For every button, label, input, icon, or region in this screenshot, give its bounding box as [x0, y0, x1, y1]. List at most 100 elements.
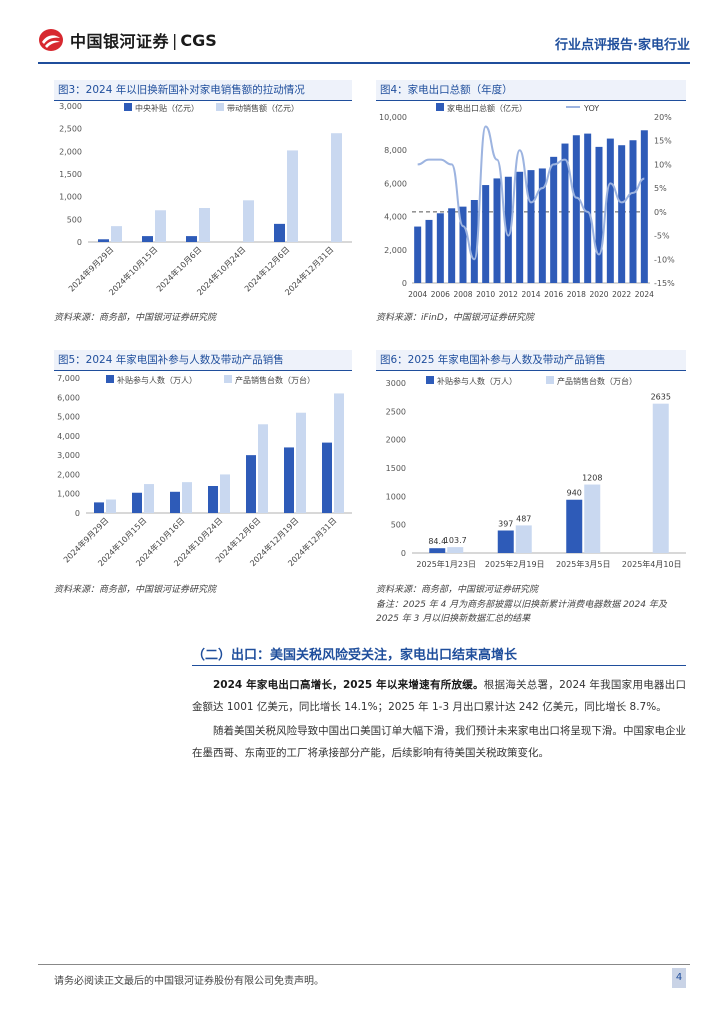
- bar-series2: [652, 403, 669, 553]
- y-tick-label: 4,000: [57, 432, 80, 441]
- y-left-tick-label: 6,000: [384, 179, 407, 188]
- header-divider: [38, 62, 690, 64]
- bar-series2: [243, 200, 254, 242]
- y-right-tick-label: 5%: [654, 184, 667, 193]
- bar-export-total: [436, 213, 444, 283]
- bar-series1: [94, 502, 104, 513]
- x-tick-label: 2006: [431, 290, 450, 299]
- figure-3-title: 图3：2024 年以旧换新国补对家电销售额的拉动情况: [54, 80, 352, 101]
- paragraph-1-lead: 2024 年家电出口高增长，2025 年以来增速有所放缓。: [213, 679, 484, 691]
- legend-swatch-1: [216, 103, 224, 111]
- legend-swatch-0: [426, 376, 434, 384]
- bar-export-total: [516, 171, 524, 283]
- bar-export-total: [459, 206, 467, 283]
- bar-export-total: [640, 130, 648, 283]
- bar-series2: [220, 474, 230, 513]
- y-tick-label: 2000: [386, 436, 406, 445]
- legend-label-1: YOY: [583, 104, 599, 113]
- legend-label-0: 补贴参与人数（万人）: [437, 376, 517, 386]
- footer-divider: [38, 964, 690, 965]
- data-label: 2635: [651, 393, 671, 402]
- bar-series1: [566, 499, 583, 553]
- bar-series2: [287, 150, 298, 242]
- figure-3-source: 资料来源：商务部，中国银河证券研究院: [54, 313, 217, 323]
- bar-series1: [132, 492, 142, 513]
- y-left-tick-label: 8,000: [384, 146, 407, 155]
- section-title: （二）出口：美国关税风险受关注，家电出口结束高增长: [192, 648, 518, 663]
- y-tick-label: 5,000: [57, 413, 80, 422]
- legend-swatch-1: [546, 376, 554, 384]
- y-tick-label: 2500: [386, 407, 406, 416]
- section-heading: （二）出口：美国关税风险受关注，家电出口结束高增长: [192, 644, 686, 666]
- bar-series2: [155, 210, 166, 242]
- bar-export-total: [493, 178, 501, 283]
- y-tick-label: 3,000: [59, 102, 82, 111]
- bar-export-total: [595, 146, 603, 283]
- bar-export-total: [629, 140, 637, 283]
- x-tick-label: 2016: [544, 290, 563, 299]
- data-label: 397: [498, 520, 513, 529]
- y-tick-label: 1500: [386, 464, 406, 473]
- figure-4-source: 资料来源：iFinD，中国银河证券研究院: [376, 313, 534, 323]
- y-tick-label: 3,000: [57, 451, 80, 460]
- bar-series1: [208, 486, 218, 513]
- bar-export-total: [414, 226, 422, 283]
- bar-export-total: [584, 133, 592, 283]
- bar-export-total: [538, 168, 546, 283]
- bar-export-total: [470, 200, 478, 283]
- logo-en-text: CGS: [180, 30, 217, 50]
- figure-6-title: 图6：2025 年家电国补参与人数及带动产品销售: [376, 350, 686, 371]
- bar-series2: [182, 482, 192, 513]
- legend-swatch-1: [224, 375, 232, 383]
- bar-series1: [497, 530, 514, 553]
- data-label: 1208: [582, 474, 602, 483]
- x-tick-label: 2018: [567, 290, 586, 299]
- y-left-tick-label: 4,000: [384, 213, 407, 222]
- figure-4-chart: 0 2,000 4,000 6,000 8,000 10,000 -15% -10% -5% 0%…: [379, 103, 675, 299]
- bar-export-total: [504, 176, 512, 283]
- y-left-tick-label: 10,000: [379, 113, 407, 122]
- y-tick-label: 1000: [386, 492, 406, 501]
- x-tick-label: 2010: [476, 290, 495, 299]
- bar-series2: [331, 133, 342, 242]
- legend-label-1: 带动销售额（亿元）: [227, 103, 299, 113]
- bar-series2: [296, 412, 306, 513]
- footer-disclaimer: 请务必阅读正文最后的中国银河证券股份有限公司免责声明。: [54, 976, 324, 987]
- legend-swatch-0: [436, 103, 444, 111]
- y-tick-label: 0: [401, 549, 406, 558]
- company-logo: 中国银河证券 | CGS: [38, 28, 217, 52]
- x-tick-label: 2024年9月29日: [66, 244, 115, 293]
- y-right-tick-label: -15%: [654, 279, 675, 288]
- bar-series2: [258, 424, 268, 513]
- figure-3-chart: 0 500 1,000 1,500 2,000 2,500 3,000 2024年9月29日 2…: [59, 102, 352, 297]
- y-right-tick-label: -10%: [654, 255, 675, 264]
- figure-4-title: 图4：家电出口总额（年度）: [376, 80, 686, 101]
- data-label: 940: [567, 489, 582, 498]
- figure-6-note: 备注：2025 年 4 月为商务部披露以旧换新累计消费电器数据 2024 年及 …: [376, 600, 667, 624]
- x-tick-label: 2025年3月5日: [556, 559, 611, 569]
- figure-6-source: 资料来源：商务部，中国银河证券研究院: [376, 585, 539, 595]
- x-tick-label: 2025年2月19日: [485, 559, 545, 569]
- y-right-tick-label: 0%: [654, 208, 667, 217]
- x-tick-label: 2012: [499, 290, 518, 299]
- legend-label-0: 家电出口总额（亿元）: [447, 103, 527, 113]
- legend-swatch-0: [124, 103, 132, 111]
- yoy-line: [417, 125, 645, 261]
- y-tick-label: 2,500: [59, 125, 82, 134]
- y-tick-label: 2,000: [59, 147, 82, 156]
- paragraph-2: 随着美国关税风险导致中国出口美国订单大幅下滑，我们预计未来家电出口将呈现下滑。中…: [192, 720, 686, 764]
- bar-series2: [334, 393, 344, 513]
- y-left-tick-label: 0: [402, 279, 407, 288]
- x-tick-label: 2004: [408, 290, 427, 299]
- data-label: 84.4: [428, 537, 446, 546]
- bar-series1: [429, 548, 446, 553]
- page-number: 4: [672, 968, 686, 988]
- bar-export-total: [618, 145, 626, 283]
- y-tick-label: 500: [391, 521, 406, 530]
- y-left-tick-label: 2,000: [384, 246, 407, 255]
- legend-label-0: 补贴参与人数（万人）: [117, 375, 197, 385]
- bar-export-total: [550, 156, 558, 283]
- data-label: 103.7: [444, 536, 467, 545]
- bar-series1: [142, 236, 153, 242]
- y-tick-label: 500: [67, 215, 82, 224]
